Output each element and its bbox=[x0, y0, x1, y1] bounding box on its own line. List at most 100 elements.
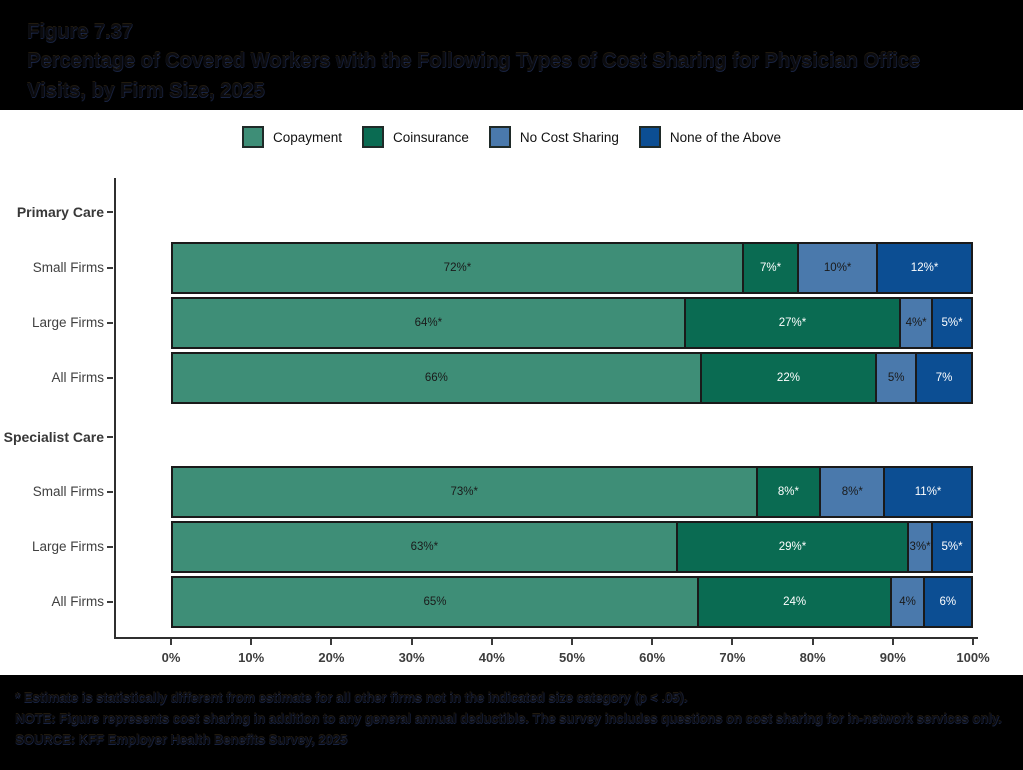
stacked-bar: 63%* 29%* 3%* 5%* bbox=[171, 521, 973, 573]
bar-segment-copayment: 73%* bbox=[173, 468, 756, 516]
bar-segment-label: 5% bbox=[887, 372, 905, 384]
bar-segment-label: 65% bbox=[423, 596, 447, 608]
x-axis-line bbox=[114, 637, 978, 639]
bar-segment-label: 63%* bbox=[410, 541, 439, 553]
legend-item: No Cost Sharing bbox=[488, 126, 619, 148]
bar-segment-none-of-the-above: 7% bbox=[915, 354, 971, 402]
legend-swatch-none-of-the-above bbox=[638, 126, 661, 148]
footnote-source: SOURCE: KFF Employer Health Benefits Sur… bbox=[15, 732, 348, 747]
bar-segment-coinsurance: 8%* bbox=[755, 468, 820, 516]
row-label: Small Firms bbox=[32, 260, 104, 275]
bar-segment-label: 7%* bbox=[759, 262, 782, 274]
y-axis-tick bbox=[107, 211, 113, 213]
bar-segment-label: 29%* bbox=[778, 541, 807, 553]
x-axis-tick-label: 0% bbox=[161, 650, 181, 665]
bar-segment-copayment: 65% bbox=[173, 578, 697, 626]
stacked-bar: 66% 22% 5% 7% bbox=[171, 352, 973, 404]
x-axis-tick-label: 40% bbox=[478, 650, 505, 665]
stacked-bar: 65% 24% 4% 6% bbox=[171, 576, 973, 628]
x-axis-tick-label: 80% bbox=[799, 650, 826, 665]
legend-swatch-no-cost-sharing bbox=[488, 126, 511, 148]
legend-item: Copayment bbox=[242, 126, 342, 148]
row-label: Large Firms bbox=[31, 315, 104, 330]
bar-segment-none-of-the-above: 11%* bbox=[883, 468, 971, 516]
bar-segment-no-cost-sharing: 8%* bbox=[819, 468, 884, 516]
x-axis-tick bbox=[250, 639, 253, 645]
footnote-note: NOTE: Figure represents cost sharing in … bbox=[15, 711, 1002, 726]
y-axis-tick bbox=[107, 546, 113, 548]
bar-segment-none-of-the-above: 6% bbox=[922, 578, 971, 626]
y-axis-tick bbox=[107, 436, 113, 438]
chart-panel: Copayment Coinsurance No Cost Sharing None … bbox=[0, 110, 1023, 675]
stacked-bar: 73%* 8%* 8%* 11%* bbox=[171, 466, 973, 518]
bar-segment-coinsurance: 7%* bbox=[741, 244, 798, 292]
bar-segment-copayment: 66% bbox=[173, 354, 700, 402]
x-axis-tick bbox=[651, 639, 654, 645]
bar-segment-label: 24% bbox=[783, 596, 807, 608]
y-axis-tick bbox=[107, 267, 113, 269]
figure-number: Figure 7.37 bbox=[27, 21, 133, 43]
bar-segment-label: 64%* bbox=[414, 317, 443, 329]
bar-segment-label: 3%* bbox=[909, 541, 931, 553]
bar-segment-label: 10%* bbox=[823, 262, 852, 274]
bar-segment-label: 73%* bbox=[450, 486, 479, 498]
stacked-bar: 72%* 7%* 10%* 12%* bbox=[171, 242, 973, 294]
bar-segment-copayment: 64%* bbox=[173, 299, 684, 347]
x-axis-tick bbox=[330, 639, 333, 645]
legend-swatch-coinsurance bbox=[362, 126, 385, 148]
x-axis-tick bbox=[891, 639, 894, 645]
figure-header: Figure 7.37 Percentage of Covered Worker… bbox=[0, 0, 1023, 110]
bar-segment-label: 4%* bbox=[905, 317, 927, 329]
x-axis-tick bbox=[410, 639, 413, 645]
bar-segment-label: 22% bbox=[776, 372, 800, 384]
row-label: All Firms bbox=[51, 594, 105, 609]
row-label: All Firms bbox=[51, 370, 105, 385]
bar-segment-label: 4% bbox=[899, 596, 916, 608]
legend-label: No Cost Sharing bbox=[519, 129, 619, 145]
x-axis-tick-label: 30% bbox=[398, 650, 425, 665]
bar-segment-none-of-the-above: 5%* bbox=[931, 523, 971, 571]
bar-segment-coinsurance: 22% bbox=[699, 354, 876, 402]
footnote-asterisk: * Estimate is statistically different fr… bbox=[15, 690, 688, 705]
chart-legend: Copayment Coinsurance No Cost Sharing None … bbox=[0, 126, 1023, 148]
bar-segment-label: 12%* bbox=[910, 262, 939, 274]
x-axis-tick bbox=[731, 639, 734, 645]
x-axis-tick-label: 70% bbox=[719, 650, 746, 665]
bar-segment-label: 66% bbox=[424, 372, 448, 384]
x-axis-tick bbox=[490, 639, 493, 645]
row-label: Large Firms bbox=[31, 539, 104, 554]
bar-segment-no-cost-sharing: 10%* bbox=[797, 244, 877, 292]
bar-segment-no-cost-sharing: 4% bbox=[890, 578, 923, 626]
legend-item: Coinsurance bbox=[362, 126, 469, 148]
x-axis-tick-label: 60% bbox=[639, 650, 666, 665]
x-axis-tick-label: 20% bbox=[318, 650, 345, 665]
bar-segment-label: 8%* bbox=[841, 486, 863, 498]
row-label: Small Firms bbox=[32, 484, 104, 499]
y-axis-tick bbox=[107, 491, 113, 493]
y-axis-tick bbox=[107, 322, 113, 324]
bar-segment-no-cost-sharing: 3%* bbox=[907, 523, 932, 571]
bar-segment-label: 5%* bbox=[941, 541, 963, 553]
bar-segment-label: 27%* bbox=[778, 317, 807, 329]
bar-segment-copayment: 63%* bbox=[173, 523, 676, 571]
group-label-specialist-care: Specialist Care bbox=[3, 429, 104, 445]
legend-label: Copayment bbox=[273, 129, 343, 145]
x-axis-tick bbox=[170, 639, 172, 645]
x-axis-tick-label: 10% bbox=[238, 650, 265, 665]
group-label-primary-care: Primary Care bbox=[16, 204, 104, 220]
bar-segment-coinsurance: 27%* bbox=[683, 299, 900, 347]
bar-segment-no-cost-sharing: 4%* bbox=[899, 299, 932, 347]
bar-segment-label: 6% bbox=[939, 596, 957, 608]
y-axis-line bbox=[114, 178, 116, 637]
legend-item: None of the Above bbox=[638, 126, 781, 148]
bar-segment-coinsurance: 29%* bbox=[675, 523, 908, 571]
bar-segment-copayment: 72%* bbox=[173, 244, 742, 292]
x-axis-tick bbox=[811, 639, 814, 645]
legend-label: Coinsurance bbox=[393, 129, 469, 145]
bar-segment-no-cost-sharing: 5% bbox=[875, 354, 916, 402]
bar-segment-label: 5%* bbox=[941, 317, 963, 329]
bar-segment-label: 11%* bbox=[914, 486, 942, 498]
bar-segment-label: 72%* bbox=[443, 262, 472, 274]
bar-segment-none-of-the-above: 12%* bbox=[876, 244, 971, 292]
y-axis-tick bbox=[107, 377, 113, 379]
